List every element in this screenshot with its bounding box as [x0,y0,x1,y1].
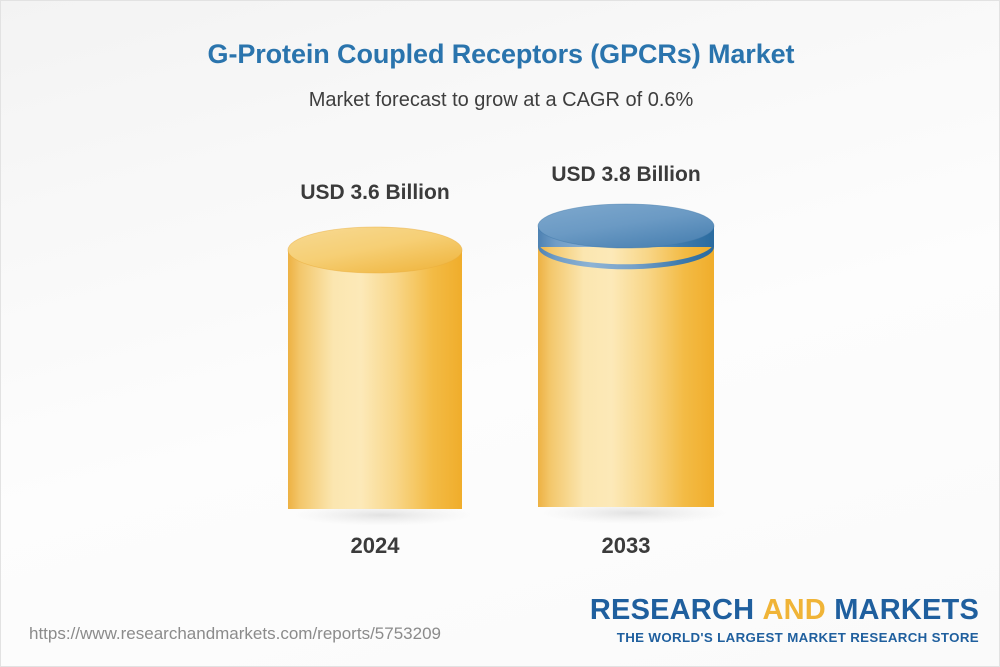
bar-category-label-2024: 2024 [350,533,400,558]
research-and-markets-logo: RESEARCH AND MARKETS THE WORLD'S LARGEST… [589,593,979,645]
logo-wordmark: RESEARCH AND MARKETS [589,593,979,626]
plot-area: USD 3.6 Billion [1,1,999,601]
bar-category-label-2033: 2033 [601,533,651,558]
bar-body [288,250,462,509]
cylinder-bar-2033 [537,202,726,524]
bar-shadow [540,502,726,524]
bar-group-2033: USD 3.8 Billion [537,153,726,566]
logo-word-and: AND [762,593,826,626]
report-url-link[interactable]: https://www.researchandmarkets.com/repor… [29,624,441,643]
bar-top-ellipse [288,227,462,273]
logo-word-markets: MARKETS [834,593,979,626]
chart-subtitle: Market forecast to grow at a CAGR of 0.6… [308,89,694,111]
logo-word-research: RESEARCH [589,593,755,626]
bar-shadow [290,504,474,526]
bar-group-2024: USD 3.6 Billion [287,171,474,566]
bar-cap-bottom-curve [538,242,714,270]
bar-body [538,246,714,507]
logo-tagline: THE WORLD'S LARGEST MARKET RESEARCH STOR… [616,629,979,645]
cylinder-bar-2024 [287,224,474,526]
bar-value-label-2024: USD 3.6 Billion [300,181,450,204]
bar-cap-top-ellipse [538,204,714,248]
chart-title: G-Protein Coupled Receptors (GPCRs) Mark… [207,39,795,69]
bar-value-label-2033: USD 3.8 Billion [551,163,701,186]
